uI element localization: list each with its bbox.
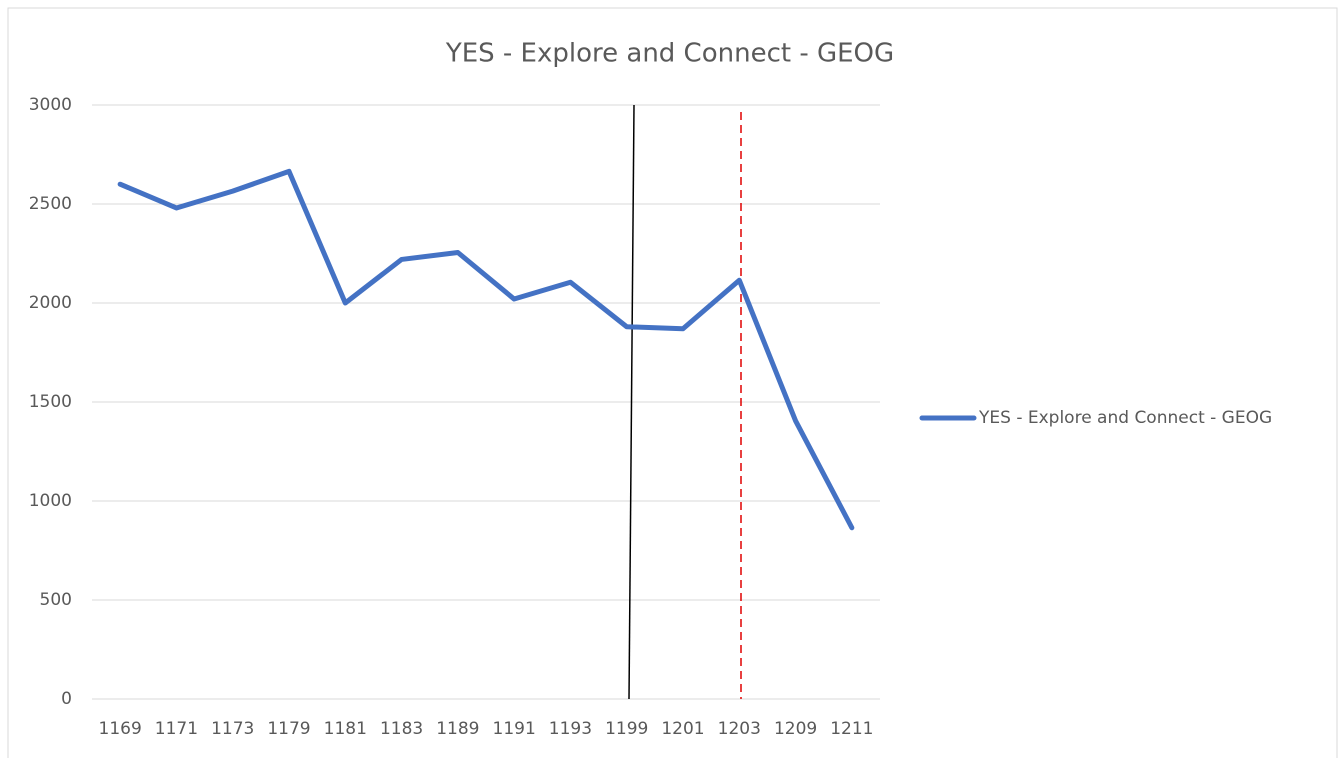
x-tick-label: 1171 xyxy=(155,719,198,739)
x-tick-label: 1181 xyxy=(324,719,367,739)
marker-line xyxy=(628,104,635,700)
x-tick-label: 1183 xyxy=(380,719,423,739)
x-tick-label: 1203 xyxy=(718,719,761,739)
x-tick-label: 1209 xyxy=(774,719,817,739)
chart-title: YES - Explore and Connect - GEOG xyxy=(445,39,894,69)
x-tick-label: 1179 xyxy=(267,719,310,739)
x-tick-label: 1211 xyxy=(830,719,873,739)
y-tick-label: 1500 xyxy=(29,392,72,412)
y-tick-label: 2000 xyxy=(29,293,72,313)
x-tick-label: 1191 xyxy=(493,719,536,739)
x-tick-label: 1173 xyxy=(211,719,254,739)
y-tick-label: 500 xyxy=(40,590,72,610)
data-line xyxy=(117,168,855,531)
x-tick-label: 1169 xyxy=(99,719,142,739)
x-tick-label: 1189 xyxy=(436,719,479,739)
y-tick-label: 3000 xyxy=(29,95,72,115)
x-tick-label: 1199 xyxy=(605,719,648,739)
y-tick-label: 0 xyxy=(61,689,72,709)
x-tick-label: 1193 xyxy=(549,719,592,739)
chart-frame xyxy=(7,7,1338,758)
legend-label: YES - Explore and Connect - GEOG xyxy=(978,408,1272,428)
x-tick-label: 1201 xyxy=(661,719,704,739)
y-tick-label: 1000 xyxy=(29,491,72,511)
y-tick-label: 2500 xyxy=(29,194,72,214)
